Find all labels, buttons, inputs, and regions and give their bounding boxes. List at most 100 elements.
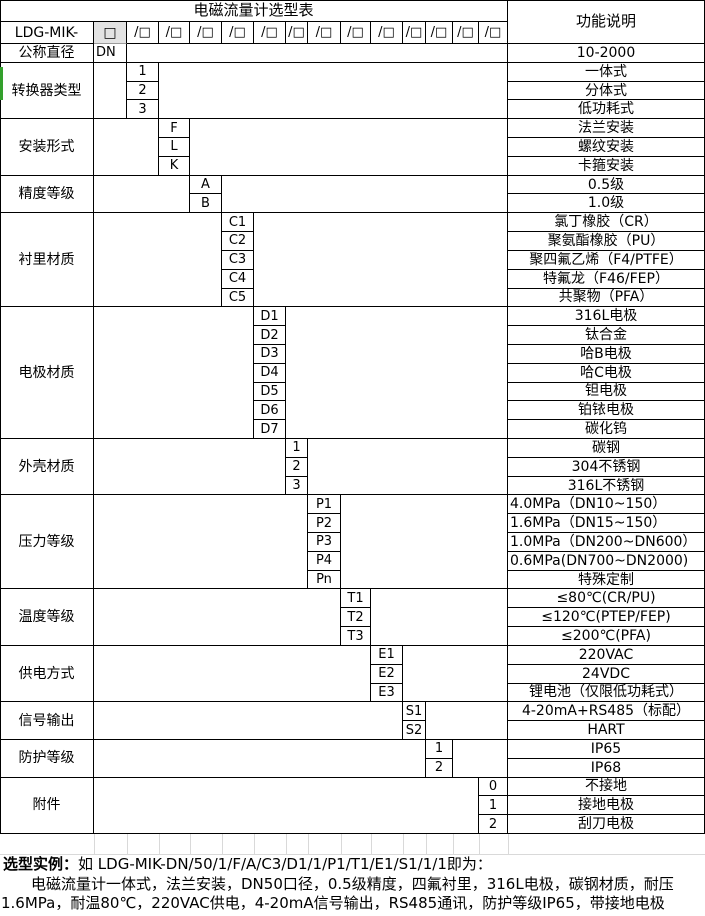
category-cell: 信号输出 (0, 702, 94, 740)
faint-gridline (127, 834, 128, 855)
section-left-empty-cell (94, 495, 308, 590)
code-cell: P4 (308, 551, 341, 571)
desc-cell: 不接地 (508, 777, 705, 797)
desc-cell: 刮刀电极 (508, 815, 705, 834)
faint-gridline (159, 834, 160, 855)
desc-cell: 4-20mA+RS485（标配） (508, 702, 705, 722)
code-cell: E3 (371, 683, 403, 703)
code-cell: P3 (308, 533, 341, 552)
code-cell: E1 (371, 645, 403, 665)
desc-cell: 钽电极 (508, 382, 705, 402)
section-right-empty-cell (286, 307, 508, 439)
code-cell: B (190, 194, 222, 214)
desc-cell: 低功耗式 (508, 100, 705, 120)
desc-cell: 氯丁橡胶（CR） (508, 213, 705, 233)
selection-example-block: 选型实例：如 LDG-MIK-DN/50/1/F/A/C3/D1/1/P1/T1… (0, 855, 705, 914)
desc-cell: 一体式 (508, 62, 705, 82)
code-cell: S1 (403, 702, 426, 722)
code-cell: P2 (308, 514, 341, 534)
code-cell: C5 (222, 288, 254, 308)
code-cell: P1 (308, 495, 341, 515)
section-left-empty-cell (94, 213, 222, 308)
desc-cell: 碳化钨 (508, 420, 705, 439)
category-cell: 外壳材质 (0, 439, 94, 496)
dn-placeholder-box-cell: □ (94, 22, 127, 44)
slash-box-cell: /□ (159, 22, 190, 44)
category-cell: 安装形式 (0, 119, 94, 176)
section-right-empty-cell (426, 702, 508, 740)
code-cell: 1 (479, 796, 508, 816)
category-cell: 附件 (0, 777, 94, 834)
section-left-empty-cell (94, 777, 479, 834)
faint-gridline (190, 834, 191, 855)
code-cell: K (159, 156, 190, 176)
code-cell: 0 (479, 777, 508, 797)
section-left-empty-cell (94, 439, 286, 496)
desc-cell: 1.0MPa（DN200~DN600） (508, 533, 705, 552)
code-cell: S2 (403, 721, 426, 740)
code-cell: C2 (222, 232, 254, 251)
faint-gridline (94, 834, 95, 855)
code-cell: D1 (254, 307, 286, 327)
desc-cell: 220VAC (508, 645, 705, 665)
desc-cell: 共聚物（PFA） (508, 288, 705, 308)
code-cell: 1 (127, 62, 159, 82)
faint-gridline (222, 834, 223, 855)
desc-cell: 钛合金 (508, 326, 705, 345)
code-cell: C3 (222, 250, 254, 270)
desc-cell: 4.0MPa（DN10~150） (508, 495, 705, 515)
code-cell: D5 (254, 382, 286, 402)
section-left-empty-cell (94, 739, 426, 778)
section-left-empty-cell (94, 62, 127, 120)
desc-cell: 0.5级 (508, 175, 705, 195)
faint-gridline (254, 834, 255, 855)
section-left-empty-cell (94, 119, 159, 176)
section-right-empty-cell (190, 119, 508, 176)
desc-cell: IP68 (508, 758, 705, 778)
section-left-empty-cell (94, 175, 190, 214)
code-cell: 2 (479, 815, 508, 834)
example-code-string: 如 LDG-MIK-DN/50/1/F/A/C3/D1/1/P1/T1/E1/S… (78, 855, 492, 873)
code-cell: A (190, 175, 222, 195)
diameter-label-cell: 公称直径 (0, 44, 94, 63)
code-cell: 3 (286, 476, 308, 496)
section-left-empty-cell (94, 307, 254, 439)
category-cell: 压力等级 (0, 495, 94, 590)
category-cell: 防护等级 (0, 739, 94, 778)
example-heading-line: 选型实例：如 LDG-MIK-DN/50/1/F/A/C3/D1/1/P1/T1… (0, 855, 705, 875)
desc-cell: 哈B电极 (508, 344, 705, 364)
category-cell: 衬里材质 (0, 213, 94, 308)
slash-box-cell: /□ (403, 22, 426, 44)
category-cell: 转换器类型 (0, 62, 94, 120)
desc-cell: ≤200℃(PFA) (508, 627, 705, 646)
desc-cell: 1.6MPa（DN15~150） (508, 514, 705, 534)
desc-cell: 哈C电极 (508, 363, 705, 383)
category-cell: 供电方式 (0, 645, 94, 703)
desc-cell: HART (508, 721, 705, 740)
slash-box-cell: /□ (426, 22, 453, 44)
example-label: 选型实例： (3, 855, 79, 873)
slash-box-cell: /□ (190, 22, 222, 44)
section-left-empty-cell (94, 702, 403, 740)
desc-cell: 特氟龙（F46/FEP） (508, 269, 705, 289)
diameter-desc-cell: 10-2000 (508, 44, 705, 63)
function-description-header: 功能说明 (508, 0, 705, 44)
code-cell: L (159, 138, 190, 157)
diameter-code-cell: DN (94, 44, 127, 63)
code-cell: T1 (341, 589, 371, 609)
section-right-empty-cell (403, 645, 508, 703)
desc-cell: 316L电极 (508, 307, 705, 327)
faint-gridline (508, 834, 509, 855)
diameter-empty-cell (127, 44, 508, 63)
example-description-line-1: 电磁流量计一体式，法兰安装，DN50口径，0.5级精度，四氟衬里，316L电极，… (31, 874, 674, 893)
faint-gridline (308, 834, 309, 855)
code-cell: 2 (127, 81, 159, 101)
desc-cell: 聚四氟乙烯（F4/PTFE） (508, 250, 705, 270)
category-cell: 精度等级 (0, 175, 94, 214)
slash-box-cell: /□ (127, 22, 159, 44)
faint-gridline (453, 834, 454, 855)
faint-gridline (426, 834, 427, 855)
desc-cell: 304不锈钢 (508, 457, 705, 477)
section-right-empty-cell (341, 495, 508, 590)
